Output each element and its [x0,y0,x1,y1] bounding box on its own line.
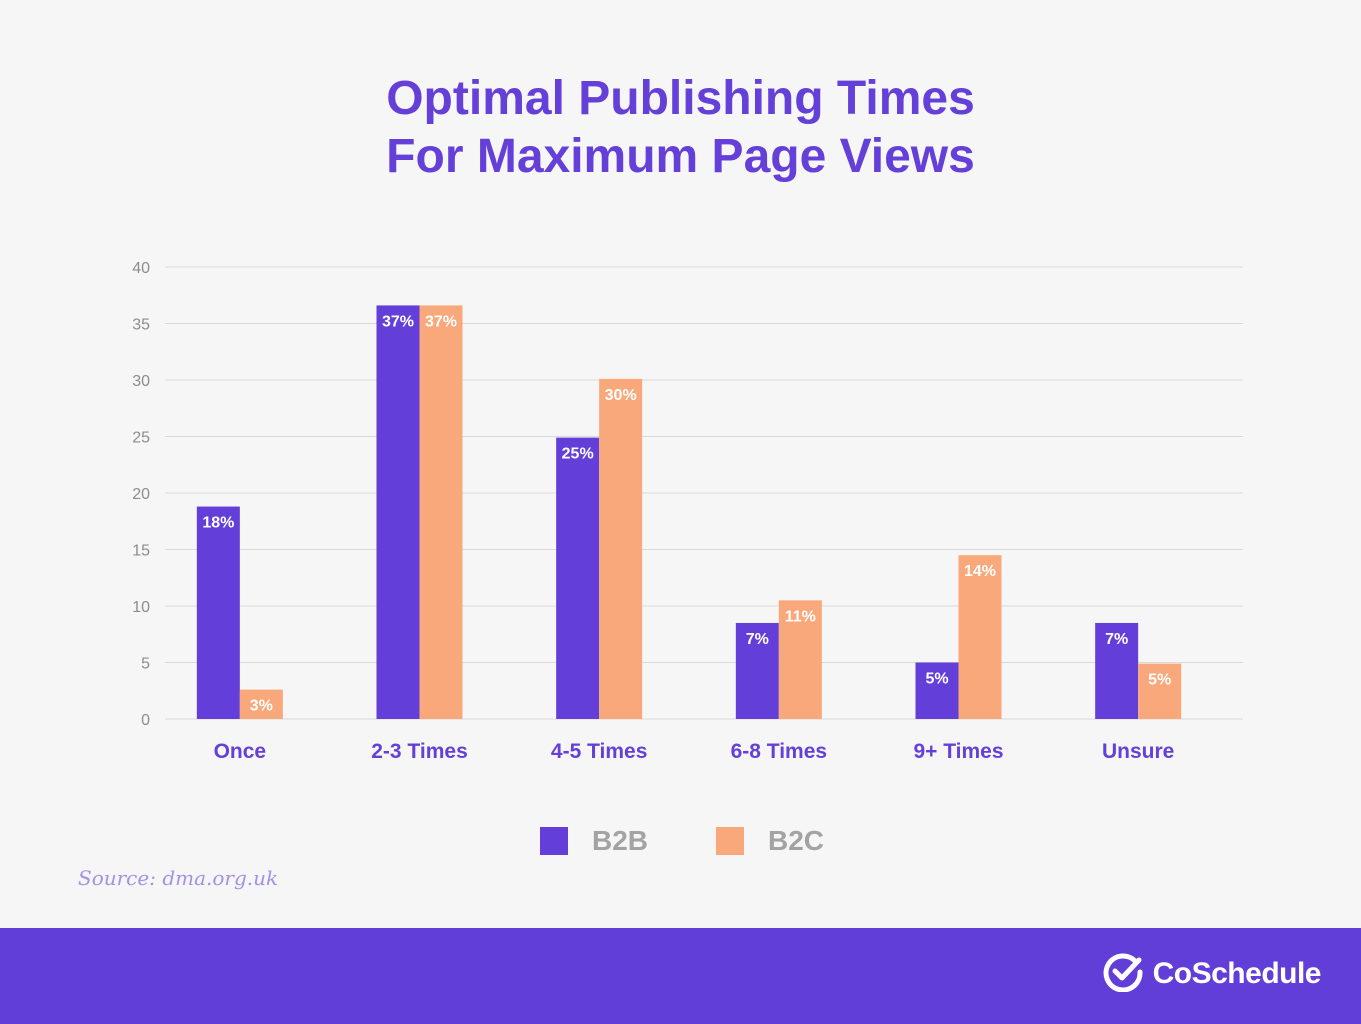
data-label: 5% [1148,672,1171,689]
brand-logo[interactable]: CoSchedule [1103,952,1322,997]
data-label: 37% [425,313,457,330]
y-tick-label: 35 [132,317,150,334]
bar-b2b [735,622,779,719]
y-tick-label: 10 [132,599,150,616]
y-tick-label: 20 [132,486,150,503]
x-tick-label: Unsure [1102,740,1174,763]
x-tick-label: 4-5 Times [551,740,648,763]
x-tick-label: 2-3 Times [371,740,468,763]
data-label: 37% [382,313,414,330]
data-label: 3% [250,698,273,715]
y-tick-label: 0 [141,712,150,729]
footer-bar: CoSchedule [0,928,1361,1024]
data-label: 25% [562,446,594,463]
check-circle-icon [1103,952,1143,997]
data-label: 11% [785,608,816,625]
y-tick-label: 15 [132,543,150,560]
title-line-2: For Maximum Page Views [386,130,975,183]
brand-name: CoSchedule [1152,957,1322,990]
data-label: 14% [964,563,996,580]
bar-chart: 0 5 10 15 20 25 30 35 40 18% 3% Once 37% 37% 2-3 Times… [132,260,1243,763]
source-note: Source: dma.org.uk [78,866,279,890]
data-label: 18% [202,515,234,532]
bar-b2c [599,378,643,719]
data-label: 5% [925,671,948,688]
legend-label-b2c: B2C [768,825,825,856]
bar-b2c [419,305,463,719]
legend: B2B B2C [0,825,1361,857]
bar-b2c [958,555,1002,719]
data-label: 30% [605,387,637,404]
legend-item-b2c: B2C [716,825,824,857]
x-tick-label: Once [214,740,267,763]
chart-title: Optimal Publishing Times For Maximum Pag… [0,70,1361,186]
bar-b2b [556,437,600,719]
y-tick-label: 5 [141,656,150,673]
bar-b2c [239,689,283,719]
y-tick-label: 30 [132,373,150,390]
legend-swatch-b2c [716,827,744,855]
y-tick-label: 40 [132,260,150,277]
bar-b2c [778,600,822,719]
x-tick-label: 9+ Times [913,740,1003,763]
bar-b2b [915,662,959,719]
title-line-1: Optimal Publishing Times [386,72,975,125]
bar-b2b [376,305,420,719]
data-label: 7% [1105,631,1128,648]
bar-b2c [1138,663,1182,719]
legend-swatch-b2b [540,827,568,855]
x-tick-label: 6-8 Times [731,740,828,763]
bar-b2b [1095,622,1139,719]
bar-b2b [196,506,240,719]
legend-label-b2b: B2B [592,825,649,856]
y-tick-label: 25 [132,430,150,447]
data-label: 7% [746,631,769,648]
legend-item-b2b: B2B [540,825,648,857]
